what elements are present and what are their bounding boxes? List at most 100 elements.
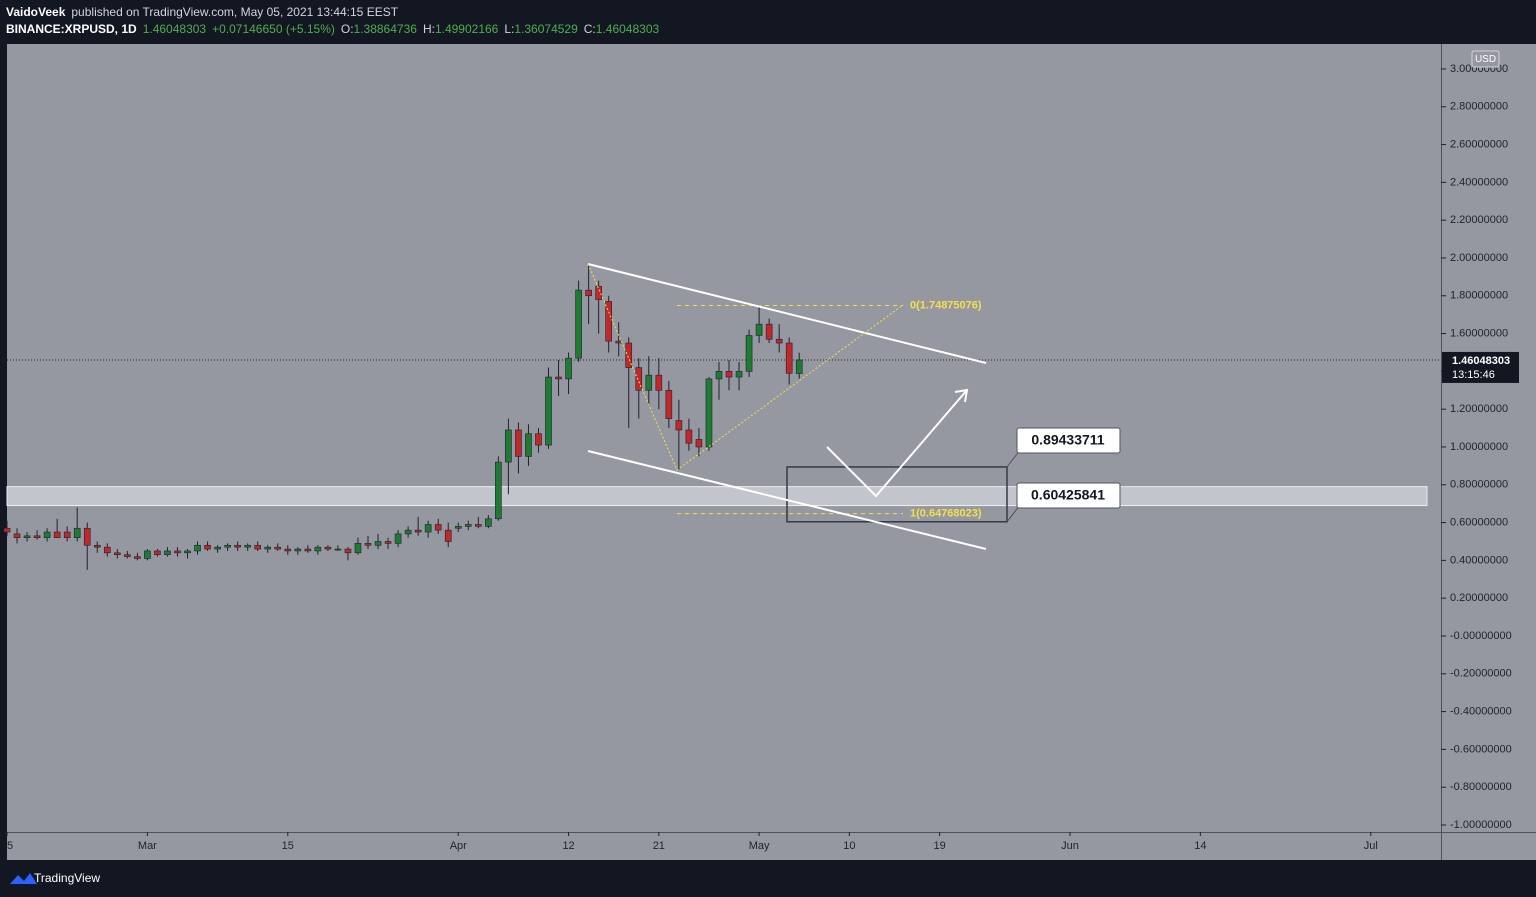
candle-body — [595, 286, 602, 300]
candle-body — [785, 342, 793, 374]
price-axis-bg — [1442, 44, 1536, 860]
change: +0.07146650 (+5.15%) — [212, 22, 335, 36]
x-tick-label: 15 — [282, 840, 294, 852]
candle-body — [775, 338, 783, 344]
candle-body — [344, 548, 352, 554]
candle-body — [495, 461, 502, 520]
candle-body — [414, 529, 422, 533]
candle-body — [585, 289, 592, 297]
currency-badge — [1471, 50, 1500, 68]
candle-body — [134, 556, 141, 559]
candle-body — [334, 548, 342, 551]
candle-body — [374, 541, 382, 546]
candle-body — [735, 371, 743, 378]
candle-body — [73, 527, 81, 539]
candle-body — [655, 374, 663, 391]
header-row: VaidoVeek published on TradingView.com, M… — [6, 4, 659, 21]
ohlc-label: O: — [340, 22, 354, 36]
brand: TradingView — [34, 871, 100, 885]
ohlc: O:1.38864736 — [341, 21, 417, 38]
candle-body — [485, 518, 492, 527]
candle-body — [83, 527, 91, 546]
y-tick-label: -0.60000000 — [1450, 743, 1512, 755]
countdown: 13:15:46 — [1452, 369, 1495, 381]
currency: USD — [1475, 54, 1496, 65]
x-tick-label: May — [749, 840, 770, 852]
y-tick-label: 2.00000000 — [1450, 252, 1508, 264]
candle-body — [625, 342, 633, 368]
candle-body — [745, 335, 753, 372]
author: VaidoVeek — [6, 5, 66, 19]
projection-path — [826, 389, 968, 498]
ohlc-label: L: — [504, 22, 515, 36]
y-tick-label: 1.20000000 — [1450, 403, 1508, 415]
ohlc-value: 1.38864736 — [353, 22, 417, 36]
candle-body — [695, 439, 703, 448]
candle-body — [475, 524, 482, 527]
y-tick-label: 0.20000000 — [1450, 592, 1508, 604]
candle-body — [63, 531, 71, 539]
callout-box — [1016, 427, 1121, 454]
candle-body — [324, 546, 332, 550]
last-price-label: 1.46048303 — [1452, 355, 1510, 367]
candle-body — [394, 533, 402, 544]
ohlc: C:1.46048303 — [584, 21, 659, 38]
candle-body — [234, 544, 241, 548]
candle-body — [424, 524, 432, 533]
y-tick-label: 0.80000000 — [1450, 479, 1508, 491]
candle-body — [675, 420, 683, 431]
candle-body — [43, 531, 51, 539]
candle-body — [635, 367, 643, 391]
x-tick-label: Mar — [138, 840, 157, 852]
price: 1.46048303 — [142, 22, 207, 36]
candle-body — [605, 301, 612, 342]
candle-body — [164, 550, 171, 556]
candle-body — [575, 289, 582, 359]
candle-body — [23, 535, 31, 539]
candle-body — [53, 531, 61, 539]
candle-body — [93, 544, 101, 548]
ohlc-label: H: — [422, 22, 435, 36]
y-tick-label: 2.80000000 — [1450, 101, 1508, 113]
candle-body — [765, 323, 773, 340]
candle-body — [515, 429, 522, 457]
candle-body — [154, 550, 161, 556]
published: published on TradingView.com, May 05, 20… — [71, 5, 399, 19]
x-tick-label: 5 — [7, 840, 13, 852]
candle-body — [284, 548, 292, 552]
candle-body — [685, 429, 693, 444]
candle-body — [224, 544, 231, 548]
y-tick-label: 0.60000000 — [1450, 516, 1508, 528]
logo — [10, 873, 37, 884]
ohlc-value: 1.49902166 — [434, 22, 499, 36]
candle-body — [13, 533, 21, 539]
candle-body — [464, 524, 472, 527]
candle-body — [354, 543, 362, 554]
candles — [3, 263, 803, 570]
x-tick-label: 19 — [933, 840, 945, 852]
y-tick-label: 2.20000000 — [1450, 214, 1508, 226]
last-price-tag — [1442, 351, 1519, 383]
x-tick-label: Apr — [450, 840, 467, 852]
arrow-head — [954, 388, 969, 403]
candle-body — [645, 374, 653, 391]
candle-body — [715, 371, 723, 380]
y-tick-label: -0.20000000 — [1450, 668, 1512, 680]
candle-body — [244, 544, 251, 548]
candle-body — [615, 340, 623, 344]
candle-body — [114, 552, 121, 556]
header-bg — [0, 0, 1536, 44]
candle-body — [454, 526, 462, 529]
y-tick-label: 1.00000000 — [1450, 441, 1508, 453]
y-tick-label: 1.60000000 — [1450, 327, 1508, 339]
candle-body — [214, 546, 221, 550]
channel-bottom — [587, 450, 987, 550]
candle-body — [665, 389, 673, 419]
candle-body — [434, 524, 442, 531]
drawings — [587, 263, 987, 550]
candle-body — [725, 371, 733, 378]
plot-bg — [7, 44, 1441, 832]
x-tick-label: 10 — [843, 840, 855, 852]
candle-body — [103, 546, 111, 554]
